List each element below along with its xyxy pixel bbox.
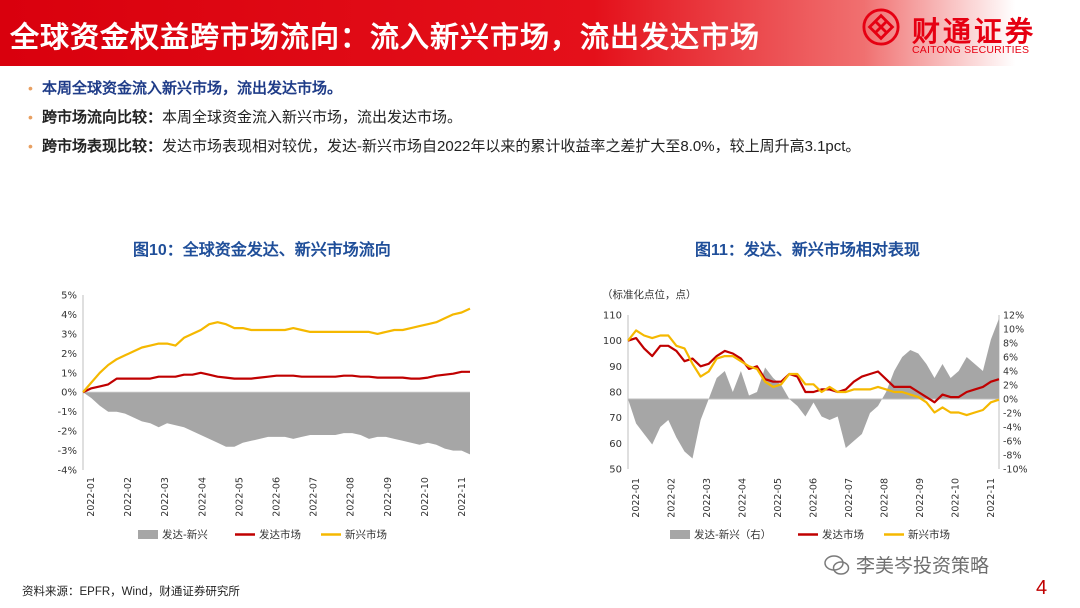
y-right-tick-label: -8%	[1003, 451, 1022, 462]
bullet-3-text: 发达市场表现相对较优，发达-新兴市场自2022年以来的累计收益率之差扩大至8.0…	[162, 138, 861, 155]
y-right-tick-label: -2%	[1003, 409, 1022, 420]
y-tick-label: -3%	[58, 446, 77, 457]
y-tick-label: 110	[603, 311, 622, 322]
y-tick-label: 2%	[61, 349, 77, 360]
bullet-2-strong: 跨市场流向比较：	[42, 109, 163, 126]
title-bar: 全球资金权益跨市场流向：流入新兴市场，流出发达市场 财通证券 CAITONG S…	[0, 0, 1080, 66]
chart-10: 5% 4% 3% 2% 1% 0% -1% -2% -3% -4% 2022-01 2022-02 20…	[58, 291, 471, 541]
x-tick-label: 2022-10	[951, 478, 962, 518]
legend-label: 新兴市场	[345, 528, 387, 541]
legend-label: 发达市场	[259, 528, 301, 541]
slide-title: 全球资金权益跨市场流向：流入新兴市场，流出发达市场	[10, 22, 761, 54]
y-right-tick-label: 4%	[1003, 367, 1018, 378]
caitong-logo-icon	[862, 8, 900, 46]
chart-11: （标准化点位，点） 110 100 90 80 70 60 50 12% 10% 8% 6% 4% 2% 0…	[602, 288, 1028, 541]
y-tick-label: 4%	[61, 310, 77, 321]
x-tick-label: 2022-02	[123, 477, 134, 517]
logo-text-en: CAITONG SECURITIES	[912, 44, 1030, 56]
x-tick-label: 2022-06	[809, 478, 820, 518]
x-tick-label: 2022-04	[197, 477, 208, 517]
x-tick-label: 2022-07	[844, 478, 855, 518]
x-tick-label: 2022-04	[738, 478, 749, 518]
y-tick-label: 100	[603, 336, 622, 347]
y-tick-label: 1%	[61, 368, 77, 379]
y-right-tick-label: -10%	[1003, 465, 1028, 476]
y-tick-label: -1%	[58, 407, 77, 418]
wechat-icon	[824, 555, 850, 575]
y-right-tick-label: 8%	[1003, 339, 1018, 350]
y-tick-label: 3%	[61, 329, 77, 340]
x-tick-label: 2022-01	[631, 478, 642, 518]
unit-label: （标准化点位，点）	[602, 288, 697, 301]
x-tick-label: 2022-03	[160, 477, 171, 517]
area-series-发达-新兴	[83, 392, 470, 455]
x-tick-label: 2022-11	[986, 478, 997, 518]
y-tick-label: -4%	[58, 466, 77, 477]
area-series-发达-新兴（右）	[628, 318, 999, 459]
summary-bullets: • 本周全球资金流入新兴市场，流出发达市场。 • 跨市场流向比较：本周全球资金流…	[28, 74, 1058, 161]
y-right-tick-label: 6%	[1003, 353, 1018, 364]
logo-text-cn: 财通证券	[912, 16, 1037, 47]
legend-label: 发达-新兴（右）	[694, 528, 771, 541]
x-tick-label: 2022-08	[880, 478, 891, 518]
y-tick-label: 80	[609, 388, 622, 399]
y-right-tick-label: 10%	[1003, 325, 1024, 336]
bullet-3-strong: 跨市场表现比较：	[42, 138, 163, 155]
x-tick-label: 2022-08	[346, 477, 357, 517]
source-note: 资料来源：EPFR，Wind，财通证券研究所	[22, 586, 240, 598]
x-tick-label: 2022-11	[457, 477, 468, 517]
y-tick-label: 0%	[61, 388, 77, 399]
x-tick-label: 2022-09	[915, 478, 926, 518]
y-tick-label: 50	[609, 465, 622, 476]
chart-10-title: 图10：全球资金发达、新兴市场流向	[133, 242, 391, 259]
bullet-dot-icon: •	[28, 138, 33, 154]
legend-swatch	[670, 530, 690, 539]
page-number: 4	[1036, 577, 1048, 599]
y-right-tick-label: -4%	[1003, 423, 1022, 434]
legend-swatch	[138, 530, 158, 539]
x-tick-label: 2022-01	[86, 477, 97, 517]
watermark-text: 李美岑投资策略	[856, 556, 990, 577]
x-tick-label: 2022-05	[773, 478, 784, 518]
y-tick-label: 70	[609, 413, 622, 424]
x-tick-label: 2022-02	[667, 478, 678, 518]
line-series-发达市场	[82, 370, 470, 394]
y-tick-label: 60	[609, 439, 622, 450]
x-tick-label: 2022-10	[420, 477, 431, 517]
y-tick-label: 90	[609, 362, 622, 373]
y-right-tick-label: -6%	[1003, 437, 1022, 448]
y-right-tick-label: 2%	[1003, 381, 1018, 392]
line-series-新兴市场	[627, 329, 1000, 417]
y-right-tick-label: 0%	[1003, 395, 1018, 406]
y-tick-label: -2%	[58, 427, 77, 438]
y-tick-label: 5%	[61, 291, 77, 302]
legend-label: 新兴市场	[908, 528, 950, 541]
y-right-tick-label: 12%	[1003, 311, 1024, 322]
chart-11-title: 图11：发达、新兴市场相对表现	[695, 242, 920, 259]
bullet-1-strong: 本周全球资金流入新兴市场，流出发达市场。	[42, 80, 343, 97]
bullet-3: • 跨市场表现比较：发达市场表现相对较优，发达-新兴市场自2022年以来的累计收…	[28, 132, 1058, 161]
bullet-1: • 本周全球资金流入新兴市场，流出发达市场。	[28, 74, 1058, 103]
x-tick-label: 2022-07	[309, 477, 320, 517]
legend-label: 发达市场	[822, 528, 864, 541]
bullet-2: • 跨市场流向比较：本周全球资金流入新兴市场，流出发达市场。	[28, 103, 1058, 132]
x-tick-label: 2022-06	[272, 477, 283, 517]
bullet-dot-icon: •	[28, 109, 33, 125]
x-tick-label: 2022-05	[234, 477, 245, 517]
x-tick-label: 2022-03	[702, 478, 713, 518]
bullet-2-text: 本周全球资金流入新兴市场，流出发达市场。	[162, 109, 463, 126]
line-series-新兴市场	[82, 307, 471, 393]
bullet-dot-icon: •	[28, 80, 33, 96]
x-tick-label: 2022-09	[383, 477, 394, 517]
company-logo: 财通证券 CAITONG SECURITIES	[862, 8, 1062, 60]
legend-label: 发达-新兴	[162, 528, 208, 541]
